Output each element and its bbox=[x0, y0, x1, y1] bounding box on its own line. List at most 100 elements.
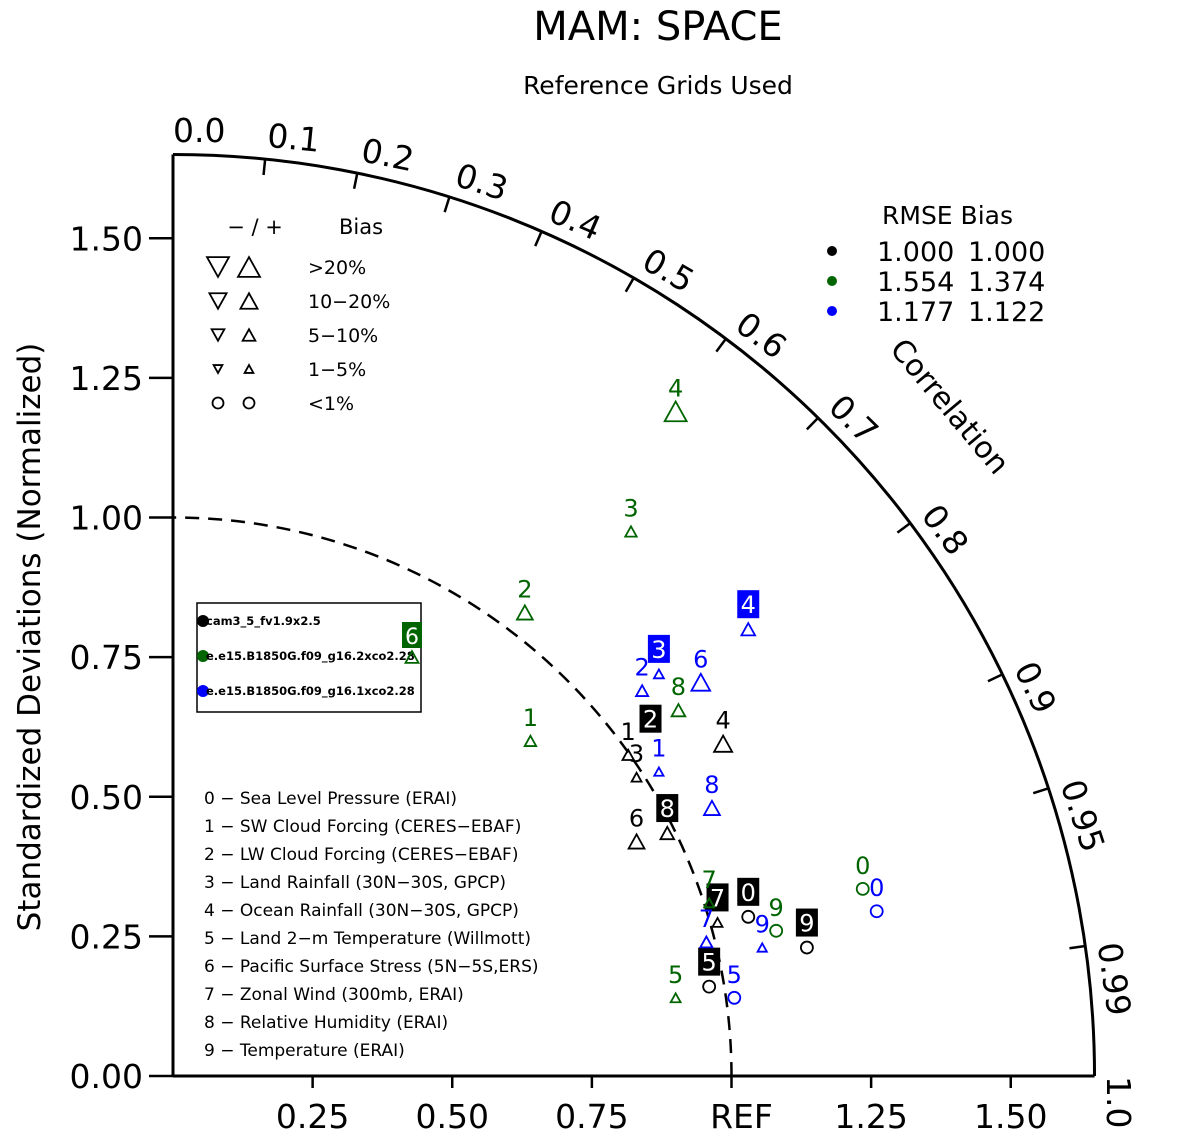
y-tick-label: 0.75 bbox=[70, 638, 143, 677]
corr-tick-label: 0.8 bbox=[914, 497, 977, 562]
y-tick-label: 0.00 bbox=[70, 1057, 143, 1096]
variable-legend-item: 9 − Temperature (ERAI) bbox=[204, 1041, 405, 1061]
rmse-value: 1.177 bbox=[877, 297, 954, 328]
triangle-up-marker bbox=[739, 621, 757, 637]
point-label: 6 bbox=[693, 645, 708, 673]
x-tick-label: 1.25 bbox=[834, 1097, 907, 1135]
point-label: 8 bbox=[704, 771, 719, 799]
point-label: 9 bbox=[799, 910, 814, 938]
triangle-up-marker bbox=[634, 683, 650, 697]
point-label: 2 bbox=[643, 706, 658, 734]
x-tick-label: 0.50 bbox=[416, 1097, 489, 1135]
rmse-value: 1.554 bbox=[877, 267, 954, 298]
corr-tick-group: 0.99 bbox=[1090, 940, 1139, 1018]
corr-tick-label: 0.9 bbox=[1006, 655, 1064, 719]
point-label: 1 bbox=[651, 735, 666, 763]
corr-tick-label: 0.6 bbox=[729, 304, 794, 367]
y-tick-label: 0.25 bbox=[70, 917, 143, 956]
triangle-up-marker bbox=[652, 765, 666, 777]
corr-tick-mark bbox=[896, 522, 911, 534]
corr-tick-label: 0.5 bbox=[636, 240, 701, 300]
bias-legend-label: >20% bbox=[308, 257, 366, 279]
circle-marker bbox=[242, 396, 256, 410]
corr-tick-mark bbox=[262, 158, 267, 176]
chart-title: MAM: SPACE bbox=[533, 4, 782, 50]
case-name: e.e15.B1850G.f09_g16.1xco2.28 bbox=[206, 684, 415, 699]
corr-tick-label: 0.95 bbox=[1053, 775, 1113, 857]
corr-tick-mark bbox=[352, 172, 359, 190]
x-tick-label: 0.25 bbox=[276, 1097, 349, 1135]
point-label: 7 bbox=[702, 866, 717, 894]
y-axis-label: Standardized Deviations (Normalized) bbox=[12, 343, 48, 932]
corr-tick-mark bbox=[715, 338, 727, 353]
corr-tick-label: 0.0 bbox=[173, 111, 225, 150]
series-dot bbox=[197, 685, 209, 697]
triangle-up-marker bbox=[403, 649, 421, 664]
y-tick-label: 1.25 bbox=[70, 359, 143, 398]
corr-tick-group: 0.9 bbox=[1006, 655, 1064, 719]
point-label: 0 bbox=[869, 874, 884, 902]
point-label: 1 bbox=[621, 718, 636, 746]
corr-tick-mark bbox=[1069, 944, 1086, 950]
corr-tick-mark bbox=[443, 196, 451, 213]
point-label: 2 bbox=[517, 575, 532, 603]
corr-tick-group: 0.1 bbox=[266, 116, 322, 160]
triangle-up-marker bbox=[243, 363, 255, 374]
triangle-up-marker bbox=[623, 524, 639, 538]
corr-tick-mark bbox=[624, 277, 635, 293]
series-dot bbox=[827, 306, 837, 316]
point-label: 9 bbox=[755, 911, 770, 939]
series-dot bbox=[827, 276, 837, 286]
axes-group: 0.000.250.500.751.001.251.500.25 0.50 0.75… bbox=[70, 152, 1097, 1135]
y-tick-label: 1.50 bbox=[70, 219, 143, 258]
corr-tick-label: 1.0 bbox=[1099, 1076, 1138, 1128]
point-label-box bbox=[698, 947, 721, 976]
triangle-up-marker bbox=[711, 916, 725, 928]
corr-tick-label: 0.1 bbox=[266, 116, 322, 160]
point-label-box bbox=[639, 704, 662, 733]
case-legend: cam3_5_fv1.9x2.5 e.e15.B1850G.f09_g16.2xc… bbox=[196, 602, 422, 713]
bias-legend-sign: − / + bbox=[227, 215, 283, 239]
bias-value: 1.000 bbox=[968, 237, 1045, 268]
corr-tick-label: 0.2 bbox=[358, 130, 417, 179]
triangle-up-marker bbox=[658, 825, 676, 841]
circle-marker bbox=[211, 396, 225, 410]
rmse-value: 1.000 bbox=[877, 237, 954, 268]
reference-arc bbox=[172, 516, 733, 1077]
variable-legend-item: 1 − SW Cloud Forcing (CERES−EBAF) bbox=[204, 817, 521, 837]
corr-tick-label: 0.99 bbox=[1090, 940, 1139, 1018]
point-label: 5 bbox=[668, 961, 683, 989]
bias-legend: − / + Bias >20% 10−20% 5−10% 1−5% <1% bbox=[205, 215, 390, 415]
variable-legend-item: 5 − Land 2−m Temperature (Willmott) bbox=[204, 929, 531, 949]
variable-legend-item: 4 − Ocean Rainfall (30N−30S, GPCP) bbox=[204, 901, 519, 921]
point-label: 3 bbox=[629, 740, 644, 768]
case-name: e.e15.B1850G.f09_g16.2xco2.28 bbox=[206, 649, 415, 664]
rmse-legend-header: RMSE Bias bbox=[882, 201, 1013, 230]
corr-tick-group: 0.4 bbox=[543, 192, 607, 249]
triangle-down-marker bbox=[205, 256, 231, 279]
triangle-up-marker bbox=[241, 327, 257, 342]
bias-legend-label: 5−10% bbox=[308, 325, 378, 347]
triangle-up-marker bbox=[627, 832, 647, 850]
bias-legend-label: 10−20% bbox=[308, 291, 390, 313]
series-dot bbox=[197, 650, 209, 662]
triangle-up-marker bbox=[523, 733, 538, 747]
corr-tick-group: 1.0 bbox=[1099, 1076, 1138, 1128]
x-tick-label: 1.50 bbox=[974, 1097, 1047, 1135]
point-label: 7 bbox=[699, 905, 714, 933]
case-name: cam3_5_fv1.9x2.5 bbox=[206, 614, 321, 629]
correlation-axis-label: Correlation bbox=[883, 332, 1016, 481]
point-label: 3 bbox=[623, 494, 638, 522]
bias-value: 1.122 bbox=[968, 297, 1045, 328]
triangle-up-marker bbox=[670, 702, 687, 718]
corr-tick-mark bbox=[534, 230, 543, 247]
bias-legend-header: Bias bbox=[339, 215, 383, 239]
triangle-up-marker bbox=[702, 798, 722, 816]
point-marker bbox=[869, 904, 884, 919]
triangle-up-marker bbox=[712, 733, 734, 753]
ref-label: REF bbox=[710, 1097, 773, 1135]
case-marker-label: 6 bbox=[405, 625, 419, 650]
corr-tick-label: 0.7 bbox=[821, 387, 886, 452]
